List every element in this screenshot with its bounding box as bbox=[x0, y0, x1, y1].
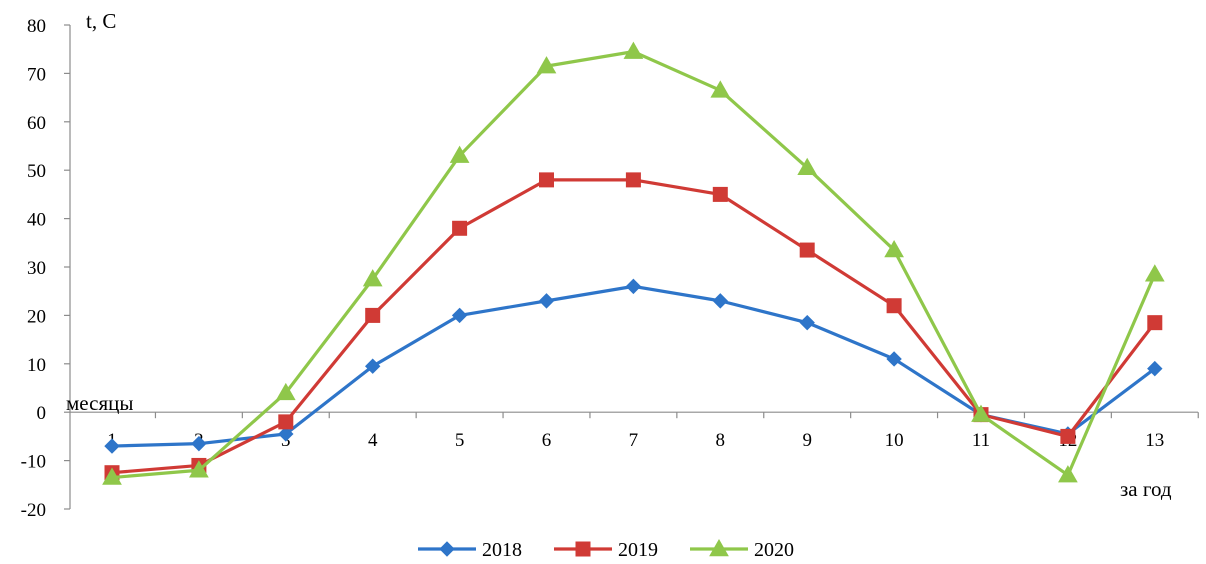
y-tick-label: 50 bbox=[27, 161, 46, 182]
data-point-2020 bbox=[536, 56, 557, 74]
data-point-2020 bbox=[102, 467, 122, 485]
x-tick-label: 6 bbox=[542, 430, 552, 451]
x-tick-label: 10 bbox=[885, 430, 904, 451]
data-point-2019 bbox=[886, 298, 902, 314]
x-axis-title-annual: за год bbox=[1120, 477, 1172, 501]
data-point-2020 bbox=[710, 80, 731, 98]
x-tick-label: 9 bbox=[802, 430, 812, 451]
legend-marker-2020 bbox=[709, 538, 729, 557]
x-axis-title-months: месяцы bbox=[66, 391, 133, 415]
legend-label-2020: 2020 bbox=[754, 539, 794, 561]
y-tick-label: -20 bbox=[21, 500, 46, 521]
y-tick-label: 20 bbox=[27, 306, 46, 327]
y-tick-label: 0 bbox=[37, 403, 47, 424]
series-line-2018 bbox=[111, 284, 1156, 448]
series-2018 bbox=[104, 278, 1163, 454]
legend-label-2018: 2018 bbox=[482, 539, 522, 561]
data-point-2018 bbox=[104, 438, 120, 454]
y-tick-label: 80 bbox=[27, 16, 46, 37]
data-point-2020 bbox=[797, 157, 818, 176]
x-tick-label: 11 bbox=[972, 430, 990, 451]
data-point-2019 bbox=[712, 186, 728, 202]
legend-marker-2019 bbox=[575, 541, 591, 557]
x-tick-label: 5 bbox=[455, 430, 465, 451]
y-axis-title: t, C bbox=[86, 9, 116, 33]
series-2020 bbox=[102, 41, 1165, 485]
series-line-2020 bbox=[111, 50, 1157, 480]
data-point-2019 bbox=[452, 220, 468, 236]
y-tick-label: -10 bbox=[21, 452, 46, 473]
y-tick-label: 40 bbox=[27, 210, 46, 231]
data-point-2020 bbox=[449, 145, 470, 163]
data-point-2020 bbox=[275, 382, 296, 401]
data-point-2019 bbox=[1147, 315, 1163, 331]
data-point-2019 bbox=[365, 307, 381, 323]
data-point-2018 bbox=[886, 351, 902, 367]
legend-item-2018: 2018 bbox=[418, 539, 522, 561]
x-tick-label: 7 bbox=[629, 430, 639, 451]
data-point-2019 bbox=[1060, 428, 1076, 444]
x-tick-label: 4 bbox=[368, 430, 378, 451]
legend-item-2020: 2020 bbox=[690, 538, 794, 561]
data-point-2019 bbox=[625, 172, 641, 188]
data-point-2018 bbox=[799, 314, 815, 331]
series-line-2019 bbox=[111, 178, 1157, 475]
y-tick-label: 70 bbox=[27, 64, 46, 85]
data-point-2018 bbox=[278, 426, 294, 442]
y-tick-label: 60 bbox=[27, 113, 46, 134]
legend: 2018 2019 2020 bbox=[418, 538, 794, 561]
x-tick-label: 8 bbox=[716, 430, 726, 451]
legend-item-2019: 2019 bbox=[554, 539, 658, 561]
legend-label-2019: 2019 bbox=[618, 539, 658, 561]
data-point-2018 bbox=[538, 293, 555, 309]
labels-layer: t, C месяцы за год bbox=[66, 9, 1172, 501]
data-point-2018 bbox=[1147, 360, 1163, 377]
legend-marker-2018 bbox=[439, 541, 455, 557]
y-tick-label: 30 bbox=[27, 258, 46, 279]
data-point-2020 bbox=[623, 41, 644, 59]
data-point-2018 bbox=[625, 278, 642, 295]
data-point-2020 bbox=[1058, 465, 1078, 483]
data-point-2018 bbox=[191, 435, 207, 452]
data-point-2018 bbox=[364, 358, 381, 374]
data-point-2020 bbox=[362, 269, 383, 287]
data-point-2020 bbox=[1144, 264, 1165, 282]
data-point-2018 bbox=[451, 307, 468, 324]
data-point-2018 bbox=[712, 293, 729, 309]
data-point-2020 bbox=[884, 240, 904, 258]
series-layer bbox=[102, 41, 1165, 485]
x-tick-label: 13 bbox=[1145, 430, 1164, 451]
y-tick-label: 10 bbox=[27, 355, 46, 376]
data-point-2019 bbox=[799, 242, 815, 258]
data-point-2019 bbox=[539, 172, 554, 188]
data-point-2019 bbox=[278, 414, 294, 430]
data-point-2020 bbox=[971, 404, 991, 422]
data-point-2020 bbox=[189, 460, 209, 478]
